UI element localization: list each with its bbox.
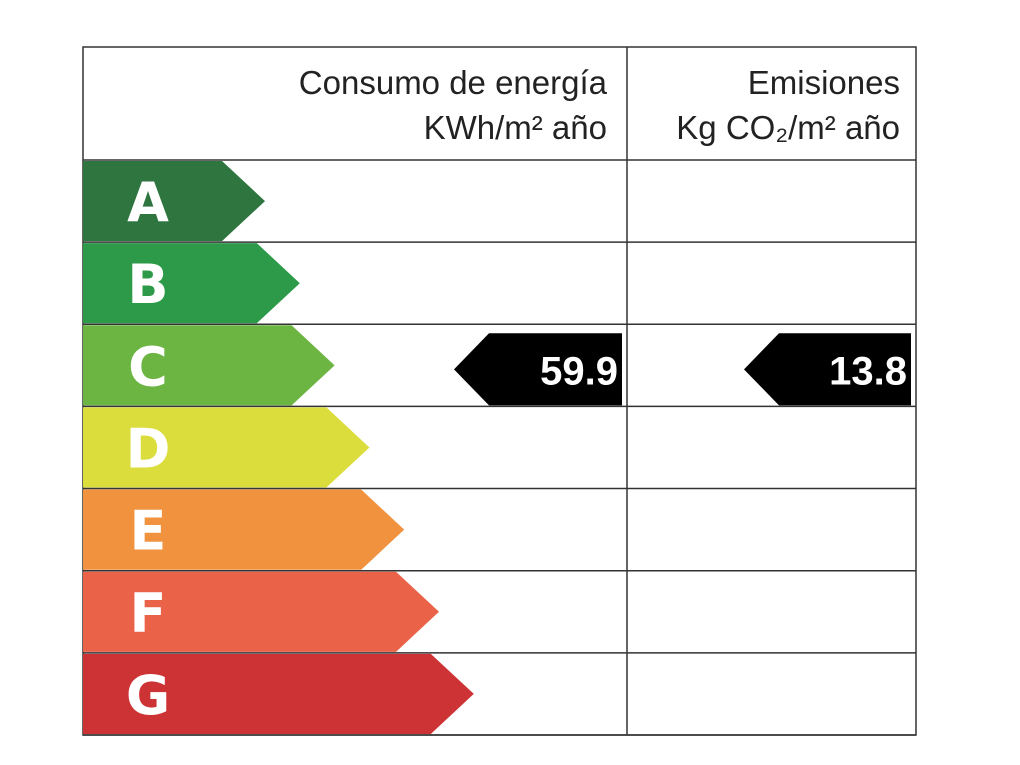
rating-letter: E <box>130 500 167 563</box>
rating-letter: B <box>127 253 168 316</box>
rating-letter: A <box>127 171 169 234</box>
value-arrow <box>744 333 911 406</box>
emissions-title: Emisiones <box>748 64 900 101</box>
value-label: 59.9 <box>540 349 618 393</box>
rating-arrow <box>83 161 265 242</box>
rating-letter: F <box>130 582 167 645</box>
rating-arrow <box>83 243 300 324</box>
rating-arrow <box>83 325 335 406</box>
rating-arrow <box>83 489 405 570</box>
rating-arrow <box>83 653 474 734</box>
rating-arrow <box>83 407 370 488</box>
rating-arrow <box>83 571 439 652</box>
energy-unit: KWh/m² año <box>424 109 607 146</box>
emissions-unit: Kg CO₂/m² año <box>676 109 900 146</box>
energy-title: Consumo de energía <box>299 64 608 101</box>
rating-letter: G <box>126 664 170 727</box>
rating-letter: D <box>126 417 171 480</box>
value-label: 13.8 <box>829 349 907 393</box>
rating-letter: C <box>128 335 168 398</box>
value-arrow <box>454 333 622 406</box>
